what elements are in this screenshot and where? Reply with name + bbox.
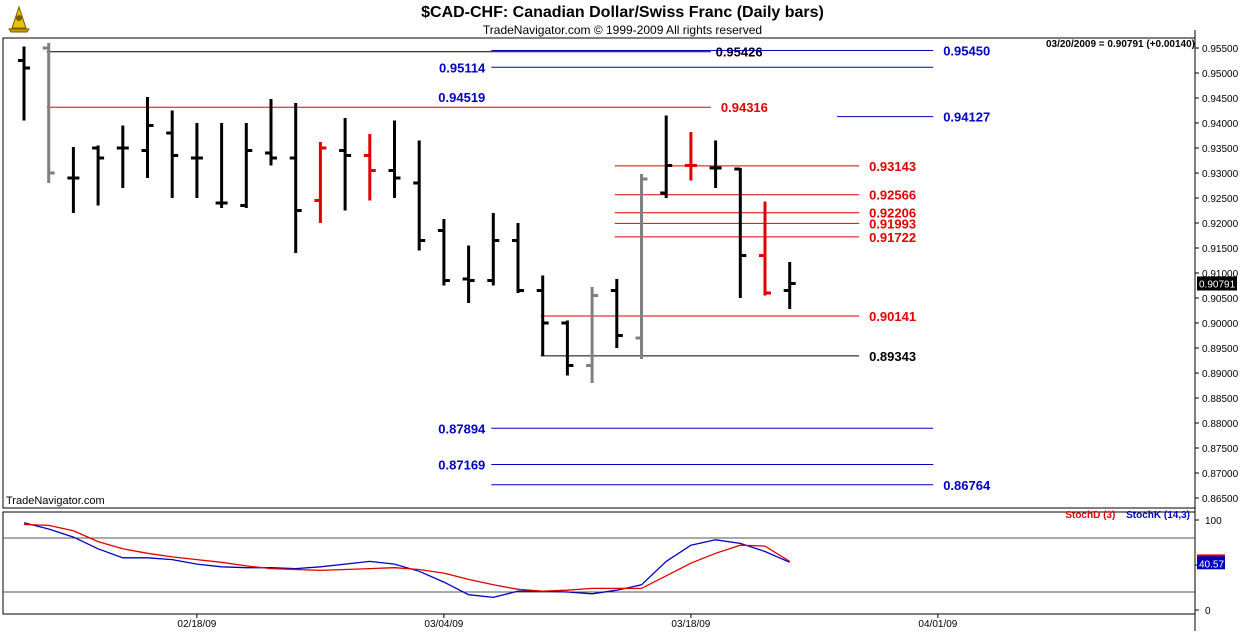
y-tick-label: 0.90500 — [1202, 294, 1239, 305]
price-level-label: 0.86764 — [943, 478, 991, 493]
trade-navigator-logo-icon[interactable] — [4, 4, 34, 34]
price-level-label: 0.93143 — [869, 159, 916, 174]
price-level-label: 0.94127 — [943, 110, 990, 125]
y-tick-label: 0.89500 — [1202, 344, 1239, 355]
y-tick-label: 0.91500 — [1202, 244, 1239, 255]
price-level-label: 0.92206 — [869, 206, 916, 221]
price-level-label: 0.91993 — [869, 216, 916, 231]
price-level-label: 0.90141 — [869, 309, 916, 324]
price-level-label: 0.95450 — [943, 44, 990, 59]
stoch-k-value-box — [1197, 556, 1225, 570]
price-level-label: 0.89343 — [869, 349, 916, 364]
price-level-label: 0.95114 — [439, 60, 486, 75]
y-tick-label: 0.93000 — [1202, 169, 1239, 180]
stoch-d-legend: StochD (3) — [1065, 510, 1116, 521]
y-tick-label: 0.95500 — [1202, 44, 1239, 55]
x-tick-label: 04/01/09 — [918, 619, 957, 630]
y-tick-label: 0.93500 — [1202, 144, 1239, 155]
last-price-label: 0.90791 — [1199, 280, 1236, 291]
y-tick-label: 0.91000 — [1202, 269, 1239, 280]
y-tick-label: 0.94500 — [1202, 94, 1239, 105]
x-tick-label: 03/18/09 — [671, 619, 710, 630]
y-tick-label: 0.87000 — [1202, 469, 1239, 480]
price-panel-frame — [2, 37, 1196, 509]
x-tick-label: 02/18/09 — [177, 619, 216, 630]
last-price-box — [1197, 276, 1237, 291]
ind-y-tick-label: 100 — [1205, 516, 1222, 527]
y-tick-label: 0.92500 — [1202, 194, 1239, 205]
price-level-label: 0.94519 — [438, 90, 485, 105]
ind-y-tick-label: 0 — [1205, 606, 1211, 617]
price-level-label: 0.95426 — [716, 45, 763, 60]
y-tick-label: 0.88000 — [1202, 419, 1239, 430]
price-level-label: 0.92566 — [869, 188, 916, 203]
stoch-d-line — [23, 523, 791, 592]
price-level-label: 0.87169 — [438, 458, 485, 473]
stoch-k-legend: StochK (14,3) — [1126, 510, 1190, 521]
price-level-label: 0.87894 — [438, 421, 486, 436]
indicator-legend: StochD (3) StochK (14,3) — [1065, 510, 1190, 521]
y-tick-label: 0.88500 — [1202, 394, 1239, 405]
y-tick-label: 0.94000 — [1202, 119, 1239, 130]
y-tick-label: 0.90000 — [1202, 319, 1239, 330]
stoch-k-value-label: 40.57 — [1199, 559, 1224, 570]
price-level-label: 0.94316 — [721, 100, 768, 115]
y-tick-label: 0.87500 — [1202, 444, 1239, 455]
indicator-panel-frame — [2, 511, 1196, 615]
y-tick-label: 0.86500 — [1202, 494, 1239, 505]
stoch-k-line — [23, 522, 790, 599]
watermark: TradeNavigator.com — [6, 495, 105, 507]
x-tick-label: 03/04/09 — [424, 619, 463, 630]
y-tick-label: 0.89000 — [1202, 369, 1239, 380]
chart-subtitle: TradeNavigator.com © 1999-2009 All right… — [482, 23, 763, 37]
y-tick-label: 0.95000 — [1202, 69, 1239, 80]
y-tick-label: 0.92000 — [1202, 219, 1239, 230]
price-level-label: 0.91722 — [869, 230, 916, 245]
chart-title: $CAD-CHF: Canadian Dollar/Swiss Franc (D… — [421, 4, 824, 21]
price-readout: 03/20/2009 = 0.90791 (+0.00140) — [1045, 39, 1195, 50]
